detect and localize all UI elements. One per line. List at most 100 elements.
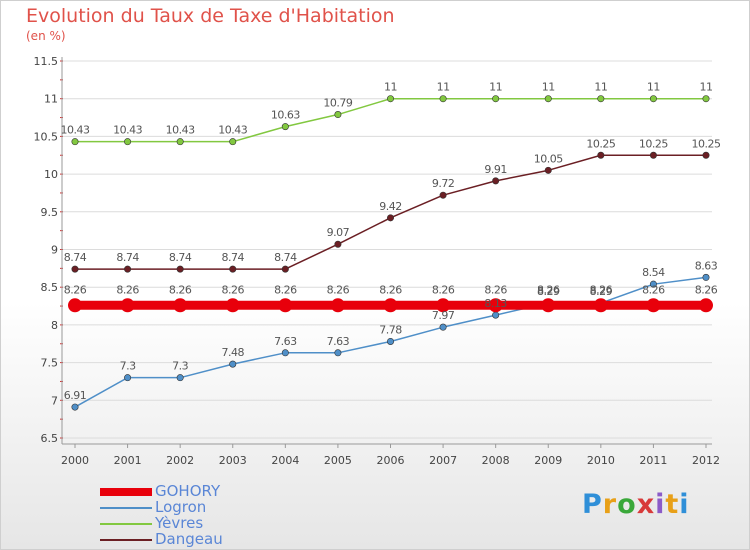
x-tick-label: 2005 xyxy=(324,454,352,467)
data-label: 8.74 xyxy=(116,251,139,264)
legend-swatch xyxy=(100,507,152,509)
data-point xyxy=(281,265,289,273)
data-point xyxy=(597,151,605,159)
data-label: 8.74 xyxy=(274,251,297,264)
data-label: 10.25 xyxy=(586,137,615,150)
data-label: 8.26 xyxy=(590,283,613,296)
legend-swatch xyxy=(100,539,152,541)
chart-title: Evolution du Taux de Taxe d'Habitation xyxy=(26,5,395,27)
x-tick-label: 2001 xyxy=(114,454,142,467)
data-point xyxy=(544,95,552,103)
data-label: 11 xyxy=(437,81,450,94)
data-point xyxy=(124,138,132,146)
data-point xyxy=(278,298,293,313)
data-label: 8.26 xyxy=(222,283,245,296)
data-point xyxy=(488,298,503,313)
data-label: 8.26 xyxy=(64,283,87,296)
data-label: 10.05 xyxy=(534,152,563,165)
y-tick-label: 8.5 xyxy=(41,281,59,294)
legend-label: GOHORY xyxy=(155,482,221,500)
data-label: 8.26 xyxy=(327,283,350,296)
legend-swatch xyxy=(100,488,152,496)
data-label: 10.25 xyxy=(692,137,721,150)
data-point xyxy=(541,298,556,313)
data-label: 10.63 xyxy=(271,109,300,122)
data-label: 8.26 xyxy=(537,283,560,296)
x-tick-label: 2004 xyxy=(271,454,299,467)
y-tick-label: 10.5 xyxy=(34,130,59,143)
data-label: 8.29 xyxy=(590,285,613,298)
proxiti-logo: Proxiti xyxy=(582,489,690,520)
data-point xyxy=(229,265,237,273)
data-point xyxy=(386,337,394,345)
x-tick-label: 2002 xyxy=(166,454,194,467)
x-tick-label: 2012 xyxy=(692,454,720,467)
data-point xyxy=(386,95,394,103)
legend-swatch xyxy=(100,523,152,525)
data-point xyxy=(281,123,289,131)
y-tick-label: 11.5 xyxy=(34,55,59,68)
data-point xyxy=(225,298,240,313)
x-tick-label: 2006 xyxy=(377,454,405,467)
data-point xyxy=(330,298,345,313)
data-label: 10.43 xyxy=(113,124,142,137)
data-label: 7.48 xyxy=(222,346,245,359)
data-label: 8.26 xyxy=(116,283,139,296)
data-point xyxy=(439,95,447,103)
data-point xyxy=(383,298,398,313)
data-label: 6.91 xyxy=(64,389,87,402)
legend-label: Logron xyxy=(155,498,207,516)
data-point xyxy=(124,374,132,382)
data-label: 8.74 xyxy=(169,251,192,264)
data-point xyxy=(124,265,132,273)
data-point xyxy=(229,138,237,146)
data-point xyxy=(173,298,188,313)
data-point xyxy=(436,298,451,313)
data-point xyxy=(702,95,710,103)
data-label: 11 xyxy=(384,81,397,94)
data-label: 8.26 xyxy=(169,283,192,296)
x-tick-label: 2010 xyxy=(587,454,615,467)
data-point xyxy=(176,374,184,382)
data-label: 8.63 xyxy=(695,259,718,272)
data-label: 11 xyxy=(542,81,555,94)
x-tick-label: 2009 xyxy=(534,454,562,467)
y-tick-label: 6.5 xyxy=(41,432,59,445)
data-point xyxy=(229,360,237,368)
data-point xyxy=(649,280,657,288)
y-tick-label: 11 xyxy=(44,93,58,106)
data-label: 10.43 xyxy=(61,124,90,137)
data-label: 8.13 xyxy=(484,297,507,310)
data-label: 10.43 xyxy=(166,124,195,137)
data-label: 8.74 xyxy=(64,251,87,264)
x-tick-label: 2000 xyxy=(61,454,89,467)
data-label: 8.26 xyxy=(695,283,718,296)
data-label: 8.74 xyxy=(222,251,245,264)
data-label: 11 xyxy=(700,81,713,94)
data-label: 7.3 xyxy=(120,360,136,373)
y-tick-label: 10 xyxy=(44,168,58,181)
data-label: 11 xyxy=(647,81,660,94)
y-tick-label: 9.5 xyxy=(41,206,59,219)
x-tick-label: 2007 xyxy=(429,454,457,467)
data-point xyxy=(492,95,500,103)
data-label: 7.63 xyxy=(274,335,297,348)
data-point xyxy=(702,151,710,159)
data-point xyxy=(593,298,608,313)
data-point xyxy=(120,298,135,313)
data-label: 11 xyxy=(489,81,502,94)
data-label: 10.79 xyxy=(323,97,352,110)
data-label: 8.26 xyxy=(379,283,402,296)
y-tick-label: 9 xyxy=(51,244,58,257)
data-label: 7.97 xyxy=(432,309,455,322)
data-label: 7.63 xyxy=(327,335,350,348)
data-label: 8.29 xyxy=(537,285,560,298)
data-point xyxy=(492,177,500,185)
data-point xyxy=(71,265,79,273)
x-tick-label: 2003 xyxy=(219,454,247,467)
data-point xyxy=(334,240,342,248)
data-point xyxy=(544,166,552,174)
legend-label: Dangeau xyxy=(155,530,223,548)
